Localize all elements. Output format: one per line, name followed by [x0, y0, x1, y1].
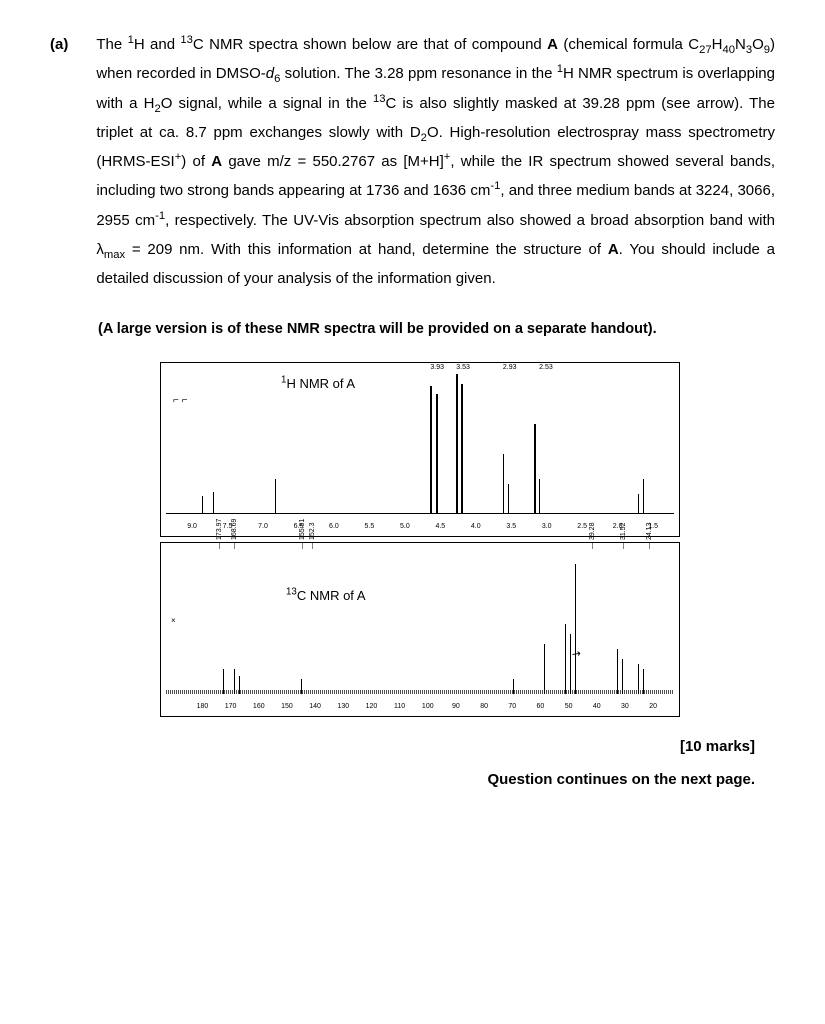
ppm-label: — 173.97	[213, 518, 227, 548]
axis-tick: 30	[621, 700, 629, 714]
axis-tick: 70	[508, 700, 516, 714]
axis-tick: 40	[593, 700, 601, 714]
integration-mark: 3.53	[456, 361, 470, 375]
axis-tick: 120	[366, 700, 378, 714]
axis-tick: 90	[452, 700, 460, 714]
integration-mark: 2.93	[503, 361, 517, 375]
question-block: (a) The 1H and 13C NMR spectra shown bel…	[50, 30, 775, 293]
axis-tick: 9.0	[187, 520, 197, 534]
axis-tick: 4.0	[471, 520, 481, 534]
peak	[461, 384, 463, 514]
axis-tick: 140	[309, 700, 321, 714]
axis-tick: 3.0	[542, 520, 552, 534]
peak	[539, 479, 540, 514]
13c-axis: 180 170 160 150 140 130 120 110 100 90 80 70 60 50 40 3…	[161, 694, 679, 716]
peak	[275, 479, 276, 514]
axis-tick: 180	[197, 700, 209, 714]
question-text: The 1H and 13C NMR spectra shown below a…	[96, 30, 775, 293]
axis-tick: 6.0	[329, 520, 339, 534]
peak	[202, 496, 203, 514]
spectrum-1h: 1H NMR of A 3.933.532.932.53 ⌐ ⌐ 9.07.57…	[160, 362, 680, 537]
axis-tick: 20	[649, 700, 657, 714]
axis-tick: 3.5	[506, 520, 516, 534]
spectra-note: (A large version is of these NMR spectra…	[98, 315, 775, 343]
spectrum-13c: 13C NMR of A — 173.97— 168.69— 155.91— 1…	[160, 542, 680, 717]
question-label: (a)	[50, 30, 68, 59]
peak	[223, 669, 224, 694]
spectra-container: 1H NMR of A 3.933.532.932.53 ⌐ ⌐ 9.07.57…	[160, 362, 680, 717]
peak	[513, 679, 514, 694]
peak	[638, 664, 639, 694]
peak	[575, 564, 576, 694]
peak	[430, 386, 432, 514]
continue-label: Question continues on the next page.	[50, 765, 755, 794]
axis-tick: 110	[394, 700, 405, 714]
marks-label: [10 marks]	[50, 732, 755, 761]
spectrum-1h-label: 1H NMR of A	[281, 371, 355, 396]
peak	[534, 424, 536, 514]
integration-mark: 2.53	[539, 361, 553, 375]
peak	[456, 374, 458, 514]
peak	[503, 454, 504, 514]
axis-tick: 7.0	[258, 520, 268, 534]
peak	[239, 676, 240, 694]
peak	[213, 492, 214, 514]
axis-tick: 130	[337, 700, 349, 714]
axis-tick: 150	[281, 700, 293, 714]
axis-tick: 160	[253, 700, 265, 714]
peak	[544, 644, 545, 694]
axis-tick: 100	[422, 700, 434, 714]
ppm-label: — 152.3	[306, 522, 320, 548]
axis-tick: 5.5	[365, 520, 375, 534]
axis-tick: 80	[480, 700, 488, 714]
integration-mark: 3.93	[430, 361, 444, 375]
axis-tick: 4.5	[435, 520, 445, 534]
axis-tick: 50	[565, 700, 573, 714]
ppm-label: — 39.28	[586, 522, 600, 548]
peak	[643, 669, 644, 694]
axis-tick: 170	[225, 700, 237, 714]
x-mark: ×	[171, 613, 176, 629]
peak	[617, 649, 618, 694]
peak	[301, 679, 302, 694]
peak	[436, 394, 438, 514]
ppm-label: — 24.13	[643, 522, 657, 548]
spectrum-13c-label: 13C NMR of A	[286, 583, 365, 608]
peak	[622, 659, 623, 694]
axis-tick: 5.0	[400, 520, 410, 534]
peak	[643, 479, 644, 514]
ppm-label: — 168.69	[228, 518, 242, 548]
small-peak-marks-left: ⌐ ⌐	[173, 391, 187, 411]
peak	[234, 669, 235, 694]
peak	[638, 494, 639, 514]
axis-tick: 60	[537, 700, 545, 714]
ppm-label: — 31.52	[617, 522, 631, 548]
peak	[508, 484, 509, 514]
